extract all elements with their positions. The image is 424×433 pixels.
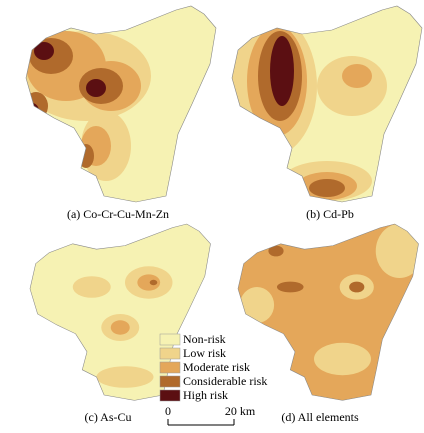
legend-swatch: [159, 333, 181, 346]
scale-bar: 0 20 km: [165, 404, 256, 426]
caption: (a) Co-Cr-Cu-Mn-Zn: [67, 207, 169, 221]
legend-swatch: [159, 389, 181, 402]
legend-label: Low risk: [183, 346, 226, 360]
caption: (b) Cd-Pb: [306, 207, 354, 221]
legend-swatch: [159, 375, 181, 388]
caption: (c) As-Cu: [85, 410, 132, 424]
scale-label: 0: [165, 404, 171, 418]
legend-label: Considerable risk: [183, 374, 267, 388]
map-a: [25, 5, 217, 203]
legend-label: High risk: [183, 388, 228, 402]
map-c: [29, 223, 211, 401]
legend-swatch: [159, 361, 181, 374]
legend-swatch: [159, 347, 181, 360]
map-b: [231, 5, 423, 203]
scale-label: 20 km: [225, 404, 256, 418]
caption: (d) All elements: [281, 410, 359, 424]
legend-label: Non-risk: [183, 332, 226, 346]
legend-label: Moderate risk: [183, 360, 250, 374]
